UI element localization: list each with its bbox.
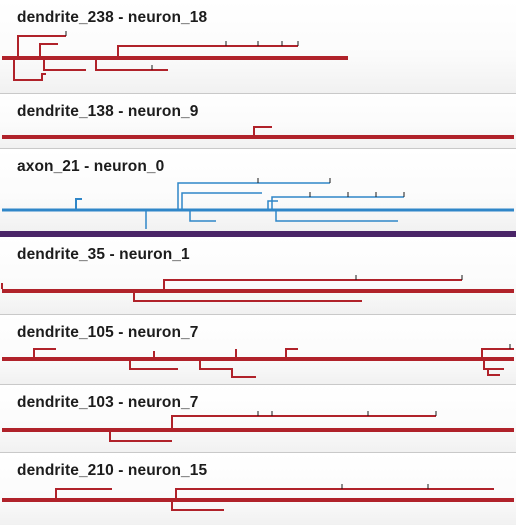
dendrite-tree-thumbnail [2,31,348,81]
neurite-item-dendrite-103[interactable]: dendrite_103 - neuron_7 [0,385,516,453]
neurite-item-dendrite-35[interactable]: dendrite_35 - neuron_1 [0,237,516,315]
dendrite-tree-thumbnail [2,484,514,511]
neurite-item-dendrite-105[interactable]: dendrite_105 - neuron_7 [0,315,516,385]
neurite-title: dendrite_138 - neuron_9 [17,103,199,120]
dendrite-tree-thumbnail [2,126,514,139]
neurite-item-axon-21[interactable]: axon_21 - neuron_0 [0,149,516,237]
dendrite-tree-thumbnail [1,275,514,302]
neurite-title: dendrite_103 - neuron_7 [17,394,199,411]
neurite-title: axon_21 - neuron_0 [17,158,165,175]
neurite-title: dendrite_105 - neuron_7 [17,324,199,341]
neurite-title: dendrite_35 - neuron_1 [17,246,190,263]
neurite-item-dendrite-138[interactable]: dendrite_138 - neuron_9 [0,94,516,149]
neurite-item-dendrite-238[interactable]: dendrite_238 - neuron_18 [0,0,516,94]
axon-tree-thumbnail [2,178,514,229]
neurite-title: dendrite_210 - neuron_15 [17,462,208,479]
neurite-title: dendrite_238 - neuron_18 [17,9,208,26]
dendrite-tree-thumbnail [2,411,514,442]
dendrite-tree-thumbnail [2,344,514,378]
neurite-item-dendrite-210[interactable]: dendrite_210 - neuron_15 [0,453,516,525]
